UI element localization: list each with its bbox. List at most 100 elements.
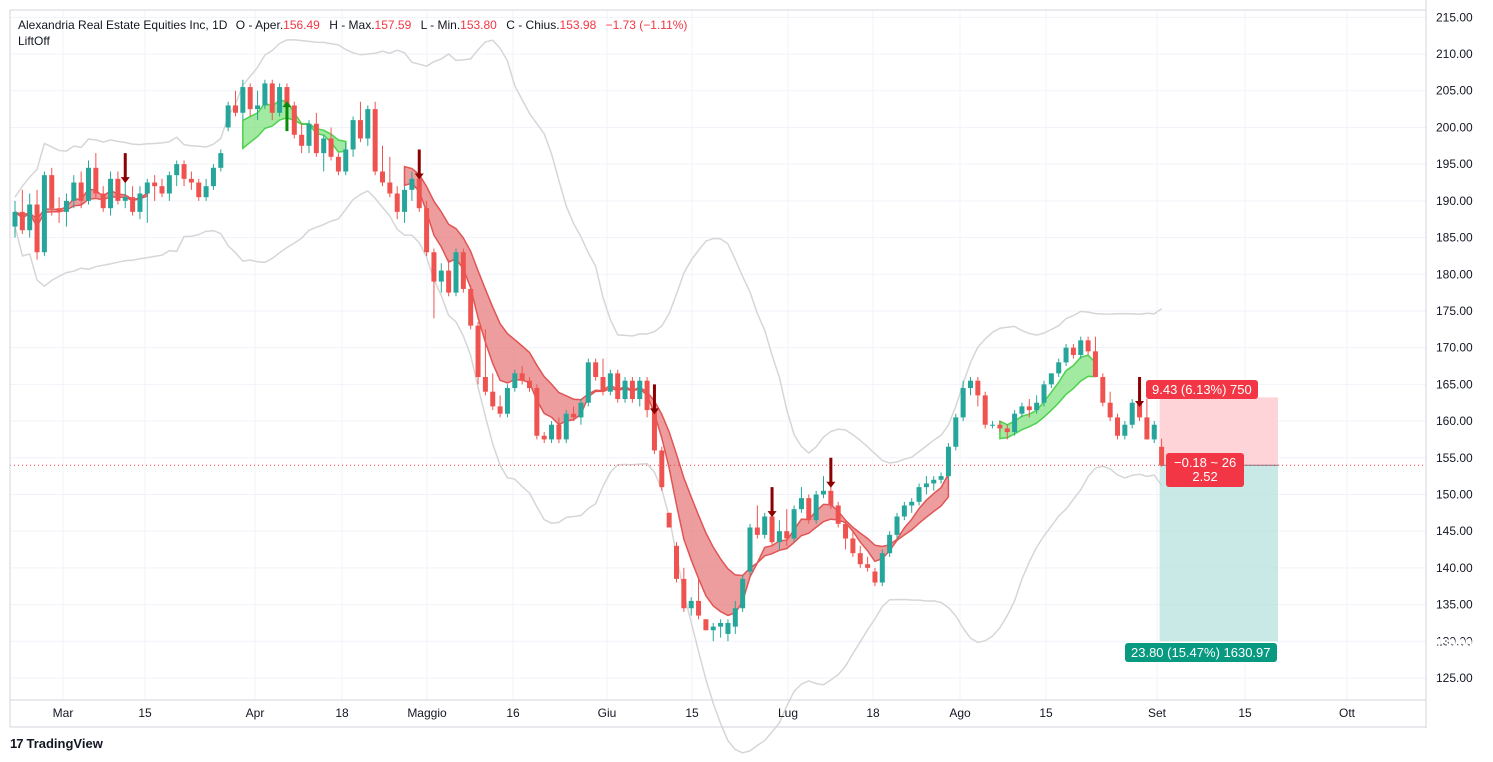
x-tick-label: Ago	[949, 706, 971, 720]
candle	[1159, 438, 1165, 467]
candle	[152, 175, 158, 201]
candle-body	[402, 189, 408, 212]
candle-body	[732, 608, 738, 627]
candle	[938, 472, 944, 484]
y-tick-label: 175.00	[1436, 304, 1473, 318]
candle	[196, 178, 202, 201]
y-tick-label: 215.00	[1436, 10, 1473, 24]
candle	[791, 505, 797, 543]
candle	[262, 79, 268, 110]
candle-body	[960, 388, 966, 418]
candle-body	[571, 413, 577, 418]
entry-label[interactable]: −0.18 ~ 26 2.52	[1166, 453, 1245, 487]
candle	[350, 116, 356, 157]
open-label: O - Aper.	[235, 18, 284, 32]
candle	[387, 156, 393, 198]
candle	[850, 531, 856, 557]
candle-body	[438, 270, 444, 282]
candle-body	[953, 417, 959, 447]
candle	[41, 171, 47, 256]
y-tick-label: 150.00	[1436, 487, 1473, 501]
candle-body	[784, 531, 790, 539]
candle	[438, 263, 444, 293]
candle	[1078, 336, 1084, 359]
candle	[857, 545, 863, 568]
low-price-label: 153.80	[1435, 477, 1473, 491]
candle-body	[894, 516, 900, 535]
candle-body	[86, 167, 91, 201]
candle-body	[108, 178, 114, 209]
entry-label-line2: 2.52	[1192, 469, 1218, 484]
candle-body	[1056, 362, 1062, 374]
candle-body	[306, 123, 312, 146]
candle	[563, 410, 569, 444]
candle-body	[1137, 402, 1143, 418]
sell-arrow-icon	[414, 149, 424, 180]
candle-body	[27, 204, 33, 231]
x-tick-label: 15	[1039, 706, 1053, 720]
candle-body	[1078, 340, 1084, 355]
candle-body	[865, 564, 871, 568]
candle-body	[100, 193, 106, 209]
candle	[806, 494, 812, 524]
candle-body	[431, 252, 437, 282]
candle	[402, 186, 408, 223]
candle-body	[343, 149, 349, 172]
candle-body	[666, 512, 672, 528]
candle-body	[284, 87, 290, 106]
candle-body	[637, 380, 643, 400]
candle-body	[1151, 424, 1157, 440]
candle-body	[1100, 377, 1106, 403]
stop-loss-label[interactable]: 9.43 (6.13%) 750	[1146, 380, 1258, 399]
candle-body	[968, 380, 973, 389]
candle-body	[335, 156, 341, 172]
candle	[468, 285, 474, 330]
y-tick-label: 205.00	[1436, 84, 1473, 98]
take-profit-label[interactable]: 23.80 (15.47%) 1630.97	[1125, 643, 1277, 662]
candle	[512, 369, 518, 392]
candle-body	[931, 479, 937, 484]
candle-body	[313, 123, 319, 154]
indicator-name[interactable]: LiftOff	[18, 34, 50, 48]
chart-axes	[9, 0, 1427, 728]
candle	[504, 384, 510, 418]
candle-body	[872, 571, 878, 583]
candle	[1070, 343, 1076, 359]
x-tick-label: Mar	[53, 706, 74, 720]
candle-body	[821, 490, 826, 495]
candle	[960, 380, 966, 422]
change-value: −1.73 (−1.11%)	[605, 18, 688, 32]
y-tick-label: 210.00	[1436, 47, 1473, 61]
candle	[218, 149, 224, 172]
candle	[277, 83, 283, 117]
candle	[130, 186, 136, 216]
y-tick-label: 195.00	[1436, 157, 1473, 171]
candle-body	[225, 105, 231, 128]
candle-body	[56, 208, 62, 212]
candle-body	[975, 380, 981, 396]
last-price-label: 153.98	[1435, 460, 1473, 474]
candle-body	[600, 377, 606, 392]
candle-body	[754, 527, 760, 535]
candle	[380, 145, 385, 187]
candle	[585, 358, 591, 407]
upper-band	[14, 38, 1163, 464]
candle	[629, 377, 635, 403]
candle-body	[137, 193, 143, 212]
entry-label-line1: −0.18 ~ 26	[1174, 455, 1237, 470]
x-tick-label: 15	[1238, 706, 1252, 720]
candle-body	[607, 373, 613, 392]
candle-body	[482, 377, 488, 392]
x-tick-label: Ott	[1339, 706, 1356, 720]
candle	[1041, 380, 1047, 407]
candle-body	[49, 175, 55, 209]
candle-body	[776, 531, 782, 543]
candle-body	[696, 600, 702, 616]
candle-body	[490, 391, 496, 407]
candle-body	[556, 424, 562, 440]
candle	[482, 329, 488, 396]
tradingview-branding[interactable]: 17 TradingView	[10, 736, 103, 751]
candle	[93, 153, 99, 198]
candle	[1129, 399, 1135, 429]
